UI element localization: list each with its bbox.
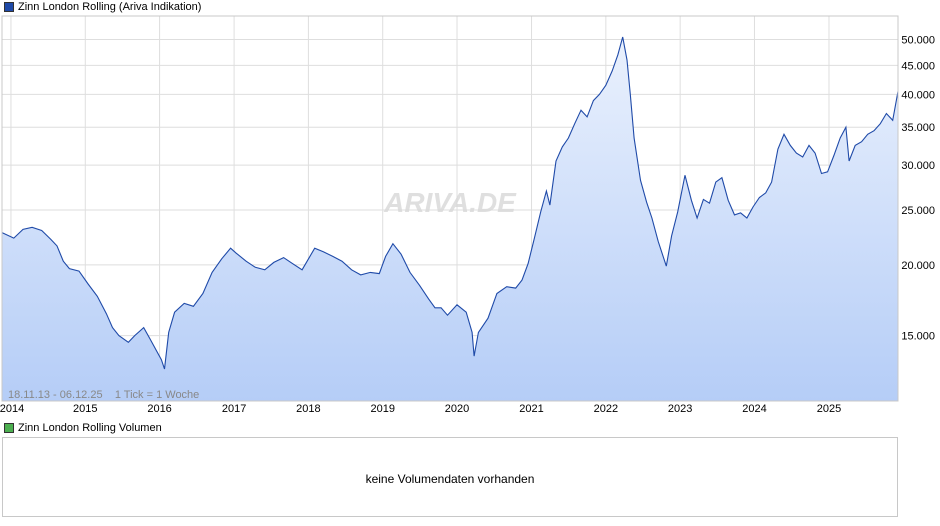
plot-frame	[1, 15, 899, 402]
x-tick-label: 2023	[668, 403, 692, 415]
x-tick-label: 2017	[222, 403, 246, 415]
volume-legend-label: Zinn London Rolling Volumen	[18, 422, 162, 434]
date-range-footnote: 18.11.13 - 06.12.25 1 Tick = 1 Woche	[8, 389, 199, 401]
x-tick-label: 2016	[147, 403, 171, 415]
price-chart: ARIVA.DE 15.000 20.000 25.000 30.000 35.000 4…	[0, 15, 935, 415]
x-tick-label: 2025	[817, 403, 841, 415]
ariva-watermark: ARIVA.DE	[383, 187, 517, 218]
y-tick-label: 50.000	[901, 34, 935, 46]
x-tick-label: 2022	[594, 403, 618, 415]
price-line	[1, 36, 899, 370]
x-tick-label: 2020	[445, 403, 469, 415]
y-tick-label: 20.000	[901, 260, 935, 272]
x-tick-label: 2018	[296, 403, 320, 415]
price-legend: Zinn London Rolling (Ariva Indikation)	[4, 1, 201, 13]
price-area	[2, 37, 898, 401]
x-tick-label: 2024	[742, 403, 766, 415]
volume-legend: Zinn London Rolling Volumen	[4, 422, 162, 434]
x-tick-label: 2019	[370, 403, 394, 415]
x-tick-label: 2015	[73, 403, 97, 415]
volume-legend-swatch	[4, 423, 14, 433]
price-legend-swatch	[4, 2, 14, 12]
x-tick-label: 2021	[519, 403, 543, 415]
y-tick-label: 15.000	[901, 331, 935, 343]
volume-panel: keine Volumendaten vorhanden	[2, 437, 898, 517]
no-volume-message: keine Volumendaten vorhanden	[365, 472, 535, 486]
y-tick-label: 35.000	[901, 122, 935, 134]
y-tick-label: 25.000	[901, 205, 935, 217]
y-tick-label: 40.000	[901, 89, 935, 101]
y-tick-label: 45.000	[901, 60, 935, 72]
x-tick-label: 2014	[0, 403, 24, 415]
price-legend-label: Zinn London Rolling (Ariva Indikation)	[18, 1, 202, 13]
y-tick-label: 30.000	[901, 160, 935, 172]
